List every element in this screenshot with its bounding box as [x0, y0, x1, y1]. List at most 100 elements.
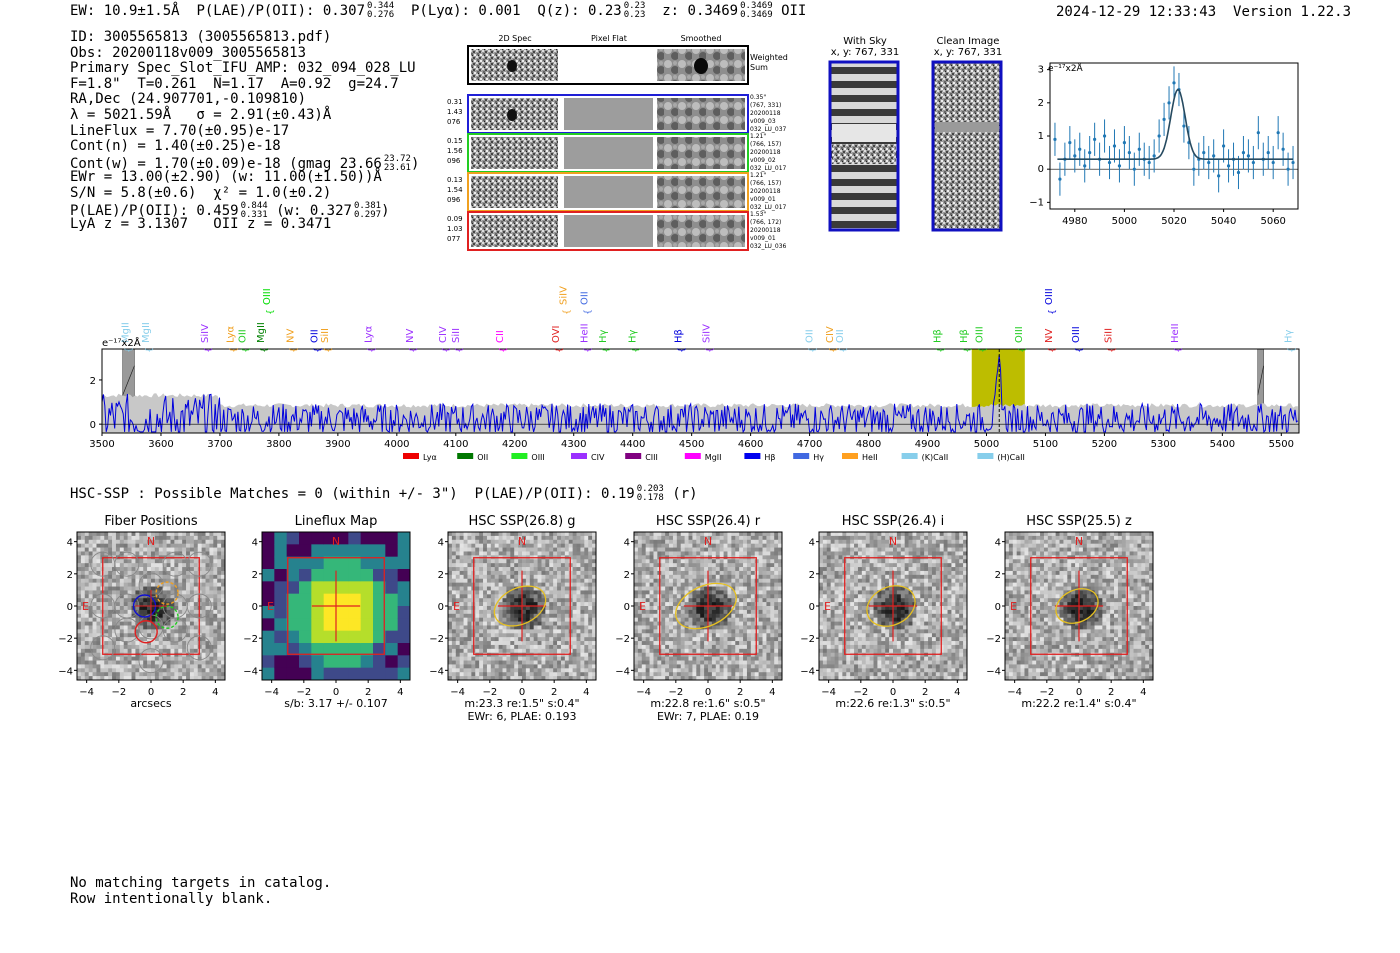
- pixel: [525, 633, 531, 638]
- pixel: [158, 606, 163, 611]
- pixel: [127, 543, 132, 548]
- pixel: [715, 629, 720, 634]
- pixel: [506, 629, 511, 634]
- pixel: [108, 532, 113, 537]
- pixel: [205, 652, 210, 657]
- pixel: [549, 532, 554, 537]
- pixel: [209, 652, 214, 657]
- pixel: [653, 644, 658, 650]
- pixel: [502, 532, 507, 537]
- pixel: [592, 664, 597, 669]
- pixel: [692, 559, 697, 564]
- flux-cell: [262, 655, 275, 669]
- pixel: [770, 668, 775, 673]
- pixel: [634, 567, 639, 572]
- pixel: [592, 617, 597, 622]
- pixel: [676, 586, 682, 591]
- pixel: [641, 617, 646, 622]
- pixel: [727, 551, 732, 556]
- pixel: [104, 672, 109, 677]
- pixel: [448, 555, 453, 560]
- flux-cell: [311, 581, 325, 595]
- pixel: [127, 648, 132, 654]
- pixel: [514, 543, 519, 548]
- pixel: [645, 563, 650, 568]
- pixel: [560, 672, 566, 677]
- pixel: [576, 602, 581, 607]
- pixel: [778, 625, 783, 630]
- pixel: [475, 641, 480, 646]
- pixel: [770, 539, 775, 544]
- pixel: [186, 563, 191, 568]
- spec-line-label-14: CII: [495, 330, 506, 343]
- pixel: [518, 551, 523, 556]
- pixel: [483, 633, 488, 638]
- pixel: [692, 532, 697, 537]
- pixel: [588, 532, 593, 537]
- pixel: [475, 617, 480, 622]
- pixel: [467, 656, 472, 661]
- pixel: [696, 637, 701, 642]
- spec-xtick-label: 4700: [797, 439, 822, 450]
- pixel: [672, 551, 678, 556]
- pixel: [688, 641, 693, 646]
- pixel: [108, 660, 113, 665]
- pixel: [739, 586, 744, 591]
- pixel: [459, 672, 464, 677]
- pixel: [213, 633, 218, 638]
- pixel: [653, 660, 658, 665]
- pixel: [518, 582, 523, 587]
- pixel: [151, 590, 156, 595]
- pixel: [680, 629, 685, 634]
- pixel: [665, 586, 670, 591]
- pixel: [715, 594, 720, 599]
- pixel: [189, 563, 195, 568]
- pixel: [502, 660, 507, 665]
- pixel: [498, 609, 503, 615]
- fit-point: [1172, 81, 1176, 85]
- pixel: [104, 637, 109, 642]
- fit-point: [1137, 147, 1141, 151]
- pixel: [727, 606, 732, 611]
- pixel: [112, 535, 117, 541]
- pixel: [645, 660, 650, 665]
- pixel: [541, 602, 546, 607]
- pixel: [139, 578, 144, 583]
- pixel: [692, 613, 697, 618]
- pixel: [545, 578, 550, 583]
- pixel: [451, 625, 457, 630]
- pixel: [100, 539, 105, 544]
- pixel: [669, 625, 674, 630]
- pixel: [84, 668, 89, 673]
- pixel: [653, 570, 658, 576]
- pixel: [80, 676, 86, 681]
- pixel: [112, 621, 117, 626]
- pixel: [770, 547, 775, 552]
- pixel: [700, 567, 705, 572]
- pixel: [541, 676, 546, 681]
- pixel: [588, 625, 593, 630]
- clean-image: [931, 60, 1003, 232]
- spec-xtick-label: 4400: [620, 439, 645, 450]
- pixel: [580, 621, 585, 626]
- pixel: [529, 551, 534, 556]
- pixel: [778, 574, 783, 580]
- pixel: [743, 633, 748, 638]
- pixel: [669, 621, 674, 626]
- pixel: [649, 555, 654, 560]
- pixel: [700, 668, 705, 673]
- pixel: [708, 543, 713, 548]
- pixel: [123, 578, 128, 583]
- pixel: [672, 625, 678, 630]
- pixel: [483, 660, 488, 665]
- pixel: [467, 652, 472, 657]
- pixel: [186, 668, 191, 673]
- pixel: [166, 539, 171, 544]
- pixel: [131, 621, 136, 626]
- flux-cell: [274, 655, 288, 669]
- pixel: [467, 613, 472, 618]
- pixel: [649, 648, 654, 654]
- pixel: [77, 637, 82, 642]
- flux-cell: [262, 593, 275, 607]
- pixel: [189, 598, 195, 603]
